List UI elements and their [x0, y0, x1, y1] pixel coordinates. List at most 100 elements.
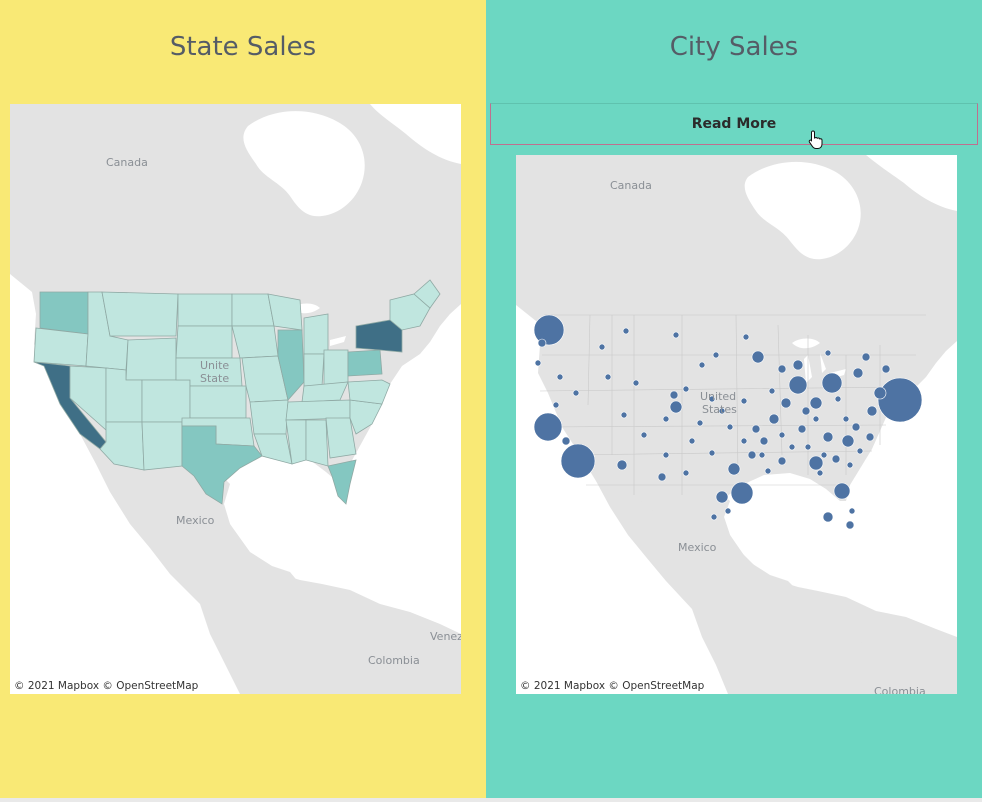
- city-bubble[interactable]: [560, 443, 596, 479]
- city-bubble[interactable]: [758, 451, 766, 459]
- city-bubble[interactable]: [834, 395, 842, 403]
- city-bubble[interactable]: [788, 443, 796, 451]
- city-bubble[interactable]: [822, 511, 834, 523]
- state-maine[interactable]: [413, 279, 441, 309]
- city-bubble[interactable]: [842, 415, 850, 423]
- city-bubble[interactable]: [851, 422, 861, 432]
- city-bubble[interactable]: [718, 407, 726, 415]
- city-bubble[interactable]: [657, 472, 667, 482]
- state-minnesota[interactable]: [231, 293, 275, 327]
- city-bubble[interactable]: [726, 423, 734, 431]
- city-bubble[interactable]: [848, 507, 856, 515]
- city-bubble[interactable]: [801, 406, 811, 416]
- state-illinois[interactable]: [277, 329, 305, 401]
- state-sales-map[interactable]: Canada Unite State Mexico Colombia Venez…: [10, 104, 461, 694]
- city-sales-map[interactable]: Canada United States Mexico Colombia © 2…: [516, 155, 957, 694]
- city-bubble[interactable]: [808, 455, 824, 471]
- state-washington[interactable]: [39, 291, 89, 335]
- city-bubble[interactable]: [833, 482, 851, 500]
- city-bubble[interactable]: [768, 387, 776, 395]
- city-bubble[interactable]: [604, 373, 612, 381]
- city-bubble[interactable]: [698, 361, 706, 369]
- city-bubble[interactable]: [759, 436, 769, 446]
- city-bubble[interactable]: [712, 351, 720, 359]
- city-bubble[interactable]: [662, 451, 670, 459]
- state-texas[interactable]: [181, 425, 263, 505]
- city-bubble[interactable]: [865, 432, 875, 442]
- state-tennessee[interactable]: [285, 399, 351, 421]
- city-bubble[interactable]: [841, 434, 855, 448]
- city-bubble[interactable]: [824, 349, 832, 357]
- city-bubble[interactable]: [688, 437, 696, 445]
- state-montana[interactable]: [101, 291, 179, 337]
- state-new-york[interactable]: [355, 319, 403, 353]
- state-iowa[interactable]: [231, 325, 279, 359]
- city-bubble[interactable]: [632, 379, 640, 387]
- state-kansas[interactable]: [189, 385, 247, 419]
- city-bubble[interactable]: [669, 390, 679, 400]
- city-bubble[interactable]: [552, 401, 560, 409]
- city-bubble[interactable]: [715, 490, 729, 504]
- city-bubble[interactable]: [682, 385, 690, 393]
- city-bubble[interactable]: [822, 431, 834, 443]
- state-colorado[interactable]: [141, 379, 191, 423]
- read-more-button[interactable]: Read More: [490, 103, 978, 145]
- city-bubble[interactable]: [742, 333, 750, 341]
- city-bubble[interactable]: [730, 481, 754, 505]
- city-bubble[interactable]: [788, 375, 808, 395]
- city-bubble[interactable]: [831, 454, 841, 464]
- city-bubble[interactable]: [533, 314, 565, 346]
- city-bubble[interactable]: [537, 338, 547, 348]
- state-pennsylvania[interactable]: [347, 349, 383, 377]
- state-michigan[interactable]: [303, 313, 329, 355]
- state-north-dakota[interactable]: [177, 293, 233, 327]
- state-alabama[interactable]: [305, 419, 329, 467]
- city-bubble[interactable]: [751, 424, 761, 434]
- city-bubble[interactable]: [708, 395, 716, 403]
- city-bubble[interactable]: [662, 415, 670, 423]
- city-bubble[interactable]: [768, 413, 780, 425]
- state-south-dakota[interactable]: [175, 325, 233, 359]
- city-bubble[interactable]: [727, 462, 741, 476]
- city-bubble[interactable]: [682, 469, 690, 477]
- city-bubble[interactable]: [861, 352, 871, 362]
- state-virginia[interactable]: [347, 379, 391, 405]
- city-bubble[interactable]: [846, 461, 854, 469]
- state-wyoming[interactable]: [125, 337, 177, 381]
- city-bubble[interactable]: [708, 449, 716, 457]
- city-bubble[interactable]: [856, 447, 864, 455]
- state-ohio[interactable]: [323, 349, 349, 387]
- city-bubble[interactable]: [845, 520, 855, 530]
- city-bubble[interactable]: [747, 450, 757, 460]
- city-bubble[interactable]: [740, 437, 748, 445]
- city-bubble[interactable]: [534, 359, 542, 367]
- city-bubble[interactable]: [598, 343, 606, 351]
- city-bubble[interactable]: [620, 411, 628, 419]
- city-bubble[interactable]: [740, 397, 748, 405]
- state-indiana[interactable]: [303, 353, 325, 387]
- city-bubble[interactable]: [804, 443, 812, 451]
- city-bubble[interactable]: [820, 451, 828, 459]
- city-bubble[interactable]: [816, 469, 824, 477]
- city-bubble[interactable]: [881, 364, 891, 374]
- city-bubble[interactable]: [777, 364, 787, 374]
- city-bubble[interactable]: [561, 436, 571, 446]
- state-new-mexico[interactable]: [141, 421, 183, 471]
- city-bubble[interactable]: [696, 419, 704, 427]
- city-bubble[interactable]: [797, 424, 807, 434]
- city-bubble[interactable]: [751, 350, 765, 364]
- city-bubble[interactable]: [724, 507, 732, 515]
- state-oregon[interactable]: [33, 327, 89, 367]
- city-bubble[interactable]: [622, 327, 630, 335]
- city-bubble[interactable]: [792, 359, 804, 371]
- city-bubble[interactable]: [809, 396, 823, 410]
- city-bubble[interactable]: [572, 389, 580, 397]
- city-bubble[interactable]: [710, 513, 718, 521]
- city-bubble[interactable]: [672, 331, 680, 339]
- city-bubble[interactable]: [764, 467, 772, 475]
- city-bubble[interactable]: [866, 405, 878, 417]
- city-bubble[interactable]: [616, 459, 628, 471]
- city-bubble[interactable]: [877, 377, 923, 423]
- city-bubble[interactable]: [556, 373, 564, 381]
- city-bubble[interactable]: [778, 431, 786, 439]
